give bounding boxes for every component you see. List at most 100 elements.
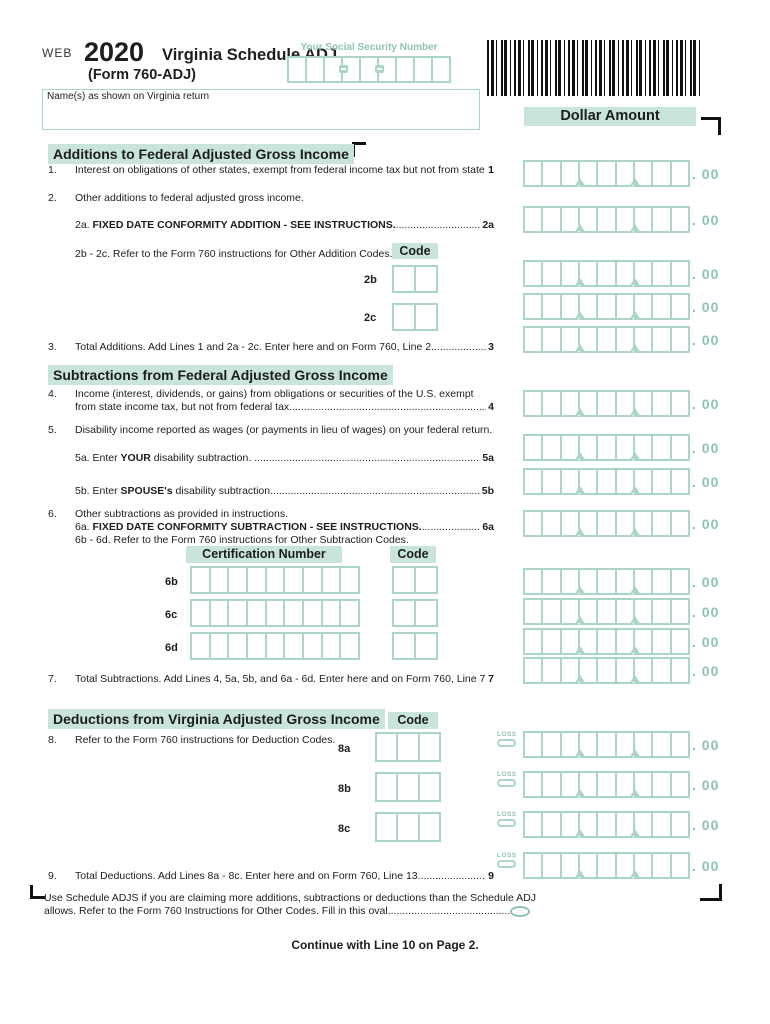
digit-box[interactable] — [525, 733, 542, 756]
certification-input-6d[interactable] — [190, 632, 360, 660]
digit-box[interactable] — [653, 436, 670, 459]
digit-box[interactable] — [192, 568, 209, 592]
digit-box[interactable] — [525, 813, 542, 836]
schedule-adjs-oval[interactable] — [510, 905, 530, 917]
digit-box[interactable] — [561, 262, 578, 285]
amount-boxes[interactable]: ,, — [523, 771, 690, 799]
amount-boxes[interactable]: ,, — [523, 598, 690, 626]
amount-boxes[interactable]: ,, — [523, 657, 690, 685]
digit-box[interactable] — [285, 568, 303, 592]
digit-box[interactable] — [561, 162, 578, 185]
digit-box[interactable] — [543, 512, 560, 535]
digit-box[interactable] — [398, 814, 418, 840]
digit-box[interactable] — [322, 634, 340, 658]
digit-box[interactable] — [419, 734, 439, 760]
digit-box[interactable] — [561, 392, 578, 415]
digit-box[interactable] — [561, 470, 578, 493]
digit-box[interactable] — [543, 630, 560, 653]
digit-box[interactable] — [598, 813, 615, 836]
digit-box[interactable] — [671, 570, 688, 593]
digit-box[interactable] — [543, 436, 560, 459]
digit-box[interactable] — [598, 773, 615, 796]
digit-box[interactable] — [394, 634, 414, 658]
digit-box[interactable] — [525, 162, 542, 185]
loss-oval[interactable] — [497, 779, 516, 787]
digit-box[interactable] — [671, 162, 688, 185]
digit-box[interactable] — [653, 733, 670, 756]
digit-box[interactable] — [671, 436, 688, 459]
digit-box[interactable] — [394, 305, 414, 329]
digit-box[interactable] — [416, 634, 436, 658]
digit-box[interactable] — [525, 208, 542, 231]
digit-box[interactable] — [653, 470, 670, 493]
digit-box[interactable] — [671, 328, 688, 351]
digit-box[interactable] — [525, 295, 542, 318]
digit-box[interactable] — [229, 601, 247, 625]
loss-oval[interactable] — [497, 860, 516, 868]
digit-box[interactable] — [525, 600, 542, 623]
digit-box[interactable] — [561, 659, 578, 682]
code-input-2c[interactable] — [392, 303, 438, 331]
digit-box[interactable] — [543, 162, 560, 185]
digit-box[interactable] — [653, 570, 670, 593]
digit-box[interactable] — [653, 392, 670, 415]
digit-box[interactable] — [525, 436, 542, 459]
digit-box[interactable] — [543, 262, 560, 285]
digit-box[interactable] — [210, 634, 228, 658]
digit-box[interactable] — [671, 733, 688, 756]
digit-box[interactable] — [266, 568, 284, 592]
digit-box[interactable] — [304, 634, 321, 658]
code-input-8a[interactable] — [375, 732, 441, 762]
digit-box[interactable] — [307, 58, 323, 81]
code-input-6c[interactable] — [392, 599, 438, 627]
digit-box[interactable] — [377, 734, 397, 760]
digit-box[interactable] — [192, 634, 209, 658]
amount-boxes[interactable]: ,, — [523, 510, 690, 538]
digit-box[interactable] — [379, 58, 395, 81]
digit-box[interactable] — [653, 208, 670, 231]
digit-box[interactable] — [377, 814, 397, 840]
amount-boxes[interactable]: ,, — [523, 160, 690, 188]
digit-box[interactable] — [561, 436, 578, 459]
digit-box[interactable] — [543, 773, 560, 796]
certification-input-6b[interactable] — [190, 566, 360, 594]
digit-box[interactable] — [671, 773, 688, 796]
digit-box[interactable] — [598, 262, 615, 285]
digit-box[interactable] — [266, 634, 284, 658]
digit-box[interactable] — [248, 601, 265, 625]
digit-box[interactable] — [398, 774, 418, 800]
digit-box[interactable] — [525, 773, 542, 796]
digit-box[interactable] — [598, 328, 615, 351]
digit-box[interactable] — [543, 328, 560, 351]
digit-box[interactable] — [653, 773, 670, 796]
amount-boxes[interactable]: ,, — [523, 206, 690, 234]
digit-box[interactable] — [416, 267, 436, 291]
digit-box[interactable] — [561, 570, 578, 593]
code-input-8c[interactable] — [375, 812, 441, 842]
digit-box[interactable] — [543, 392, 560, 415]
digit-box[interactable] — [304, 601, 321, 625]
digit-box[interactable] — [416, 568, 436, 592]
digit-box[interactable] — [561, 208, 578, 231]
digit-box[interactable] — [598, 659, 615, 682]
code-input-6d[interactable] — [392, 632, 438, 660]
code-input-6b[interactable] — [392, 566, 438, 594]
digit-box[interactable] — [653, 512, 670, 535]
digit-box[interactable] — [304, 568, 321, 592]
digit-box[interactable] — [561, 328, 578, 351]
digit-box[interactable] — [210, 568, 228, 592]
digit-box[interactable] — [341, 634, 359, 658]
digit-box[interactable] — [671, 392, 688, 415]
digit-box[interactable] — [653, 295, 670, 318]
digit-box[interactable] — [289, 58, 305, 81]
amount-boxes[interactable]: ,, — [523, 731, 690, 759]
digit-box[interactable] — [322, 601, 340, 625]
digit-box[interactable] — [653, 162, 670, 185]
amount-boxes[interactable]: ,, — [523, 390, 690, 418]
loss-oval[interactable] — [497, 739, 516, 747]
digit-box[interactable] — [561, 512, 578, 535]
digit-box[interactable] — [433, 58, 449, 81]
digit-box[interactable] — [525, 659, 542, 682]
digit-box[interactable] — [653, 600, 670, 623]
code-input-8b[interactable] — [375, 772, 441, 802]
